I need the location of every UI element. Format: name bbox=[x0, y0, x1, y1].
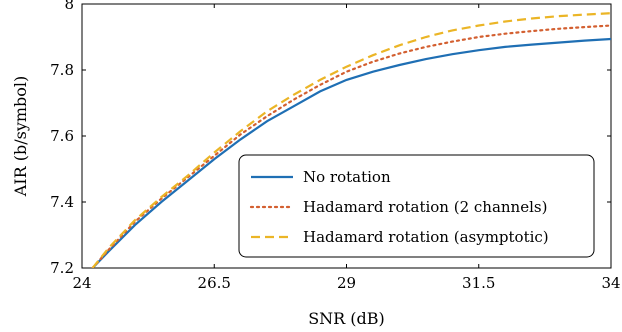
x-tick-label: 26.5 bbox=[198, 274, 231, 292]
x-tick-label: 29 bbox=[337, 274, 356, 292]
y-tick-label: 7.4 bbox=[50, 193, 74, 211]
x-tick-label: 24 bbox=[72, 274, 91, 292]
y-tick-label: 7.6 bbox=[50, 127, 74, 145]
series-layer bbox=[91, 12, 611, 268]
legend-label-no-rotation: No rotation bbox=[303, 168, 391, 186]
legend-label-hadamard-2ch: Hadamard rotation (2 channels) bbox=[303, 198, 547, 216]
x-tick-label: 31.5 bbox=[462, 274, 495, 292]
series-line-0 bbox=[91, 37, 611, 268]
x-tick-label: 34 bbox=[601, 274, 620, 292]
series-line-2 bbox=[91, 12, 611, 268]
y-tick-label: 7.8 bbox=[50, 61, 74, 79]
y-tick-label: 8 bbox=[64, 0, 74, 13]
legend: No rotation Hadamard rotation (2 channel… bbox=[238, 154, 595, 258]
legend-label-hadamard-asymptotic: Hadamard rotation (asymptotic) bbox=[303, 228, 549, 246]
series-line-1 bbox=[91, 24, 611, 268]
y-axis-title: AIR (b/symbol) bbox=[11, 76, 30, 198]
axis-ticks: 24 26.5 29 31.5 34 7.2 7.4 7.6 7.8 8 bbox=[50, 0, 620, 292]
x-axis-title: SNR (dB) bbox=[308, 309, 385, 328]
y-tick-label: 7.2 bbox=[50, 259, 74, 277]
legend-box bbox=[238, 154, 595, 258]
